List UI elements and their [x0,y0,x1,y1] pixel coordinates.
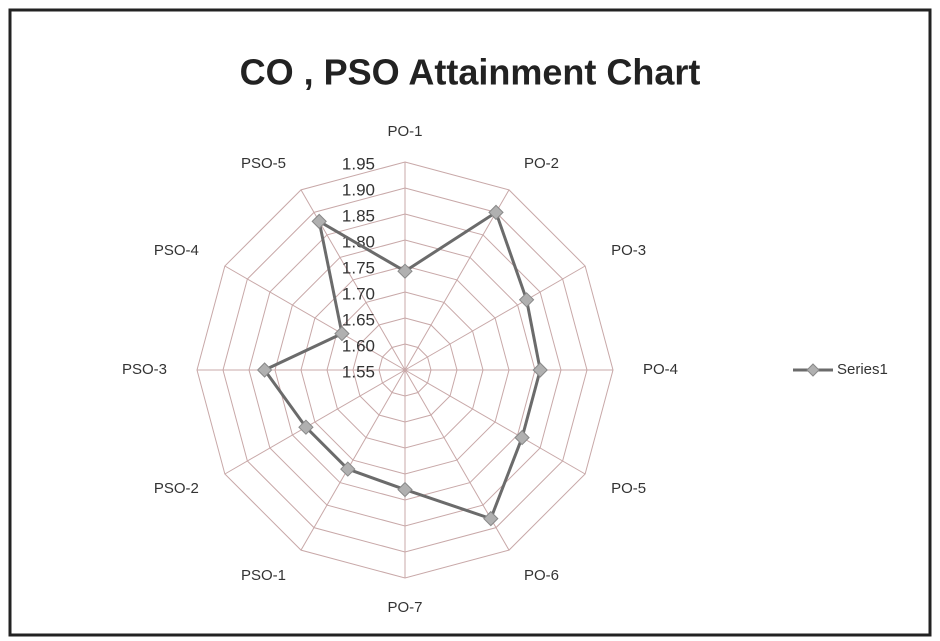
grid-ring [248,213,562,527]
category-label: PO-1 [387,123,422,140]
category-label: PO-4 [643,361,678,378]
chart-title: CO , PSO Attainment Chart [240,52,701,93]
marker [532,362,548,378]
r-tick-label: 1.65 [342,310,375,329]
marker [340,461,356,477]
category-label: PSO-5 [241,155,286,172]
grid-ring [274,239,536,501]
category-label: PO-2 [524,155,559,172]
category-label: PSO-4 [154,242,199,259]
category-label: PSO-3 [122,361,167,378]
marker [256,362,273,378]
legend-label: Series1 [837,361,888,378]
category-label: PSO-1 [241,567,286,584]
marker [334,325,350,342]
marker [298,419,314,435]
grid-ring [352,317,458,423]
category-label: PO-5 [611,480,646,497]
r-tick-label: 1.55 [342,362,375,381]
chart-frame [8,8,932,637]
marker [488,204,504,221]
r-tick-label: 1.95 [342,154,375,173]
marker [514,429,530,446]
r-tick-label: 1.80 [342,232,375,251]
grid-ring [378,343,432,397]
grid-ring [300,265,510,475]
category-label: PO-6 [524,567,559,584]
r-tick-label: 1.60 [342,336,375,355]
r-tick-label: 1.75 [342,258,375,277]
legend-marker [806,363,820,377]
r-tick-label: 1.90 [342,180,375,199]
r-tick-label: 1.85 [342,206,375,225]
grid-ring [222,187,588,553]
category-label: PO-3 [611,242,646,259]
marker [397,481,413,498]
marker [483,510,499,527]
category-label: PSO-2 [154,480,199,497]
marker [397,263,413,279]
grid-ring [196,161,614,579]
marker [518,292,535,308]
category-label: PO-7 [387,599,422,616]
marker [311,213,327,230]
r-tick-label: 1.70 [342,284,375,303]
